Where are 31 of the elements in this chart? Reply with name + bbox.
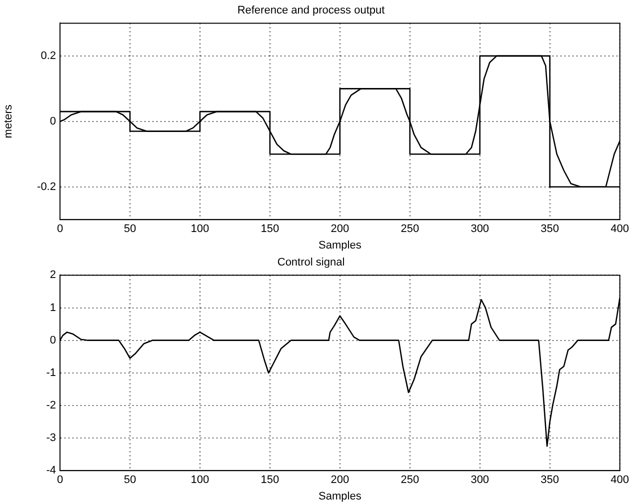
x-tick-label: 200 — [330, 223, 350, 236]
x-tick-label: 100 — [190, 474, 210, 486]
y-tick-label: -2 — [46, 400, 56, 412]
y-tick-label: 1 — [50, 302, 56, 314]
y-tick-label: 2 — [50, 269, 56, 282]
x-tick-label: 150 — [260, 474, 280, 486]
x-tick-label: 250 — [400, 474, 420, 486]
x-tick-label: 350 — [540, 223, 560, 236]
y-tick-label: -1 — [46, 366, 56, 379]
x-tick-label: 300 — [470, 474, 490, 486]
chart-title: Reference and process output — [237, 4, 385, 17]
x-axis-title: Samples — [318, 490, 362, 502]
x-tick-label: 350 — [540, 474, 560, 486]
y-tick-label: 0 — [50, 115, 56, 128]
y-tick-label: 0 — [50, 334, 56, 346]
x-axis-title: Samples — [318, 239, 362, 252]
x-tick-label: 300 — [470, 223, 490, 236]
x-tick-label: 150 — [260, 223, 280, 236]
x-tick-label: 200 — [330, 474, 350, 486]
y-tick-label: -0.2 — [37, 180, 56, 193]
y-tick-label: -4 — [46, 464, 56, 477]
x-tick-label: 50 — [124, 474, 136, 486]
chart-title: Control signal — [277, 256, 345, 269]
x-tick-label: 400 — [610, 474, 630, 486]
x-tick-label: 400 — [610, 223, 630, 236]
y-axis-title: meters — [2, 104, 15, 138]
x-tick-label: 250 — [400, 223, 420, 236]
x-tick-label: 50 — [124, 223, 136, 236]
x-tick-label: 100 — [190, 223, 210, 236]
y-tick-label: -3 — [46, 432, 56, 444]
y-tick-label: 0.2 — [40, 50, 56, 62]
